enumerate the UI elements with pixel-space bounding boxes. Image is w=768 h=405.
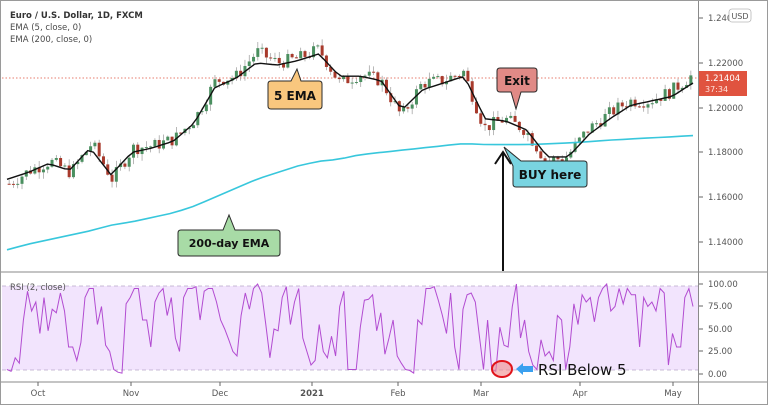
time-label: 2021 bbox=[300, 389, 324, 399]
currency-label: USD bbox=[731, 12, 748, 21]
rsi-tick: 50.00 bbox=[708, 325, 732, 335]
ema5-line[interactable] bbox=[6, 53, 694, 180]
callout-200-ema: 200-day EMA bbox=[177, 213, 281, 257]
buy-arrow-icon bbox=[494, 150, 512, 271]
rsi-label: RSI (2, close) bbox=[10, 283, 66, 293]
price-tick: 1.22000 bbox=[708, 59, 743, 69]
time-label: Mar bbox=[473, 389, 490, 399]
time-label: Apr bbox=[573, 389, 588, 399]
callout-buy-text: BUY here bbox=[519, 168, 582, 182]
callout-5-ema: 5 EMA bbox=[267, 67, 323, 110]
price-tick: 1.18000 bbox=[708, 148, 743, 158]
callout-5-ema-text: 5 EMA bbox=[274, 89, 317, 103]
last-price-badge: 1.21404 37:34 bbox=[699, 71, 747, 96]
rsi-axis[interactable]: 100.00 75.00 50.00 25.00 0.00 bbox=[699, 280, 738, 380]
symbol-title[interactable]: Euro / U.S. Dollar, 1D, FXCM bbox=[10, 11, 143, 21]
currency-badge[interactable]: USD bbox=[728, 8, 752, 23]
price-tick: 1.16000 bbox=[708, 193, 743, 203]
bar-countdown: 37:34 bbox=[705, 85, 728, 94]
ema200-line[interactable] bbox=[6, 134, 694, 251]
time-axis[interactable]: Oct Nov Dec 2021 Feb Mar Apr May bbox=[31, 382, 682, 399]
time-label: Nov bbox=[123, 389, 140, 399]
legend-ema5[interactable]: EMA (5, close, 0) bbox=[10, 23, 82, 33]
rsi-tick: 75.00 bbox=[708, 302, 732, 312]
callout-buy: BUY here bbox=[503, 146, 588, 188]
candlestick-series[interactable] bbox=[7, 39, 693, 190]
rsi-below-5-text: RSI Below 5 bbox=[538, 361, 627, 379]
last-price-value: 1.21404 bbox=[705, 74, 740, 84]
rsi-tick: 0.00 bbox=[708, 370, 727, 380]
time-label: May bbox=[664, 389, 682, 399]
rsi-line[interactable] bbox=[6, 282, 694, 374]
price-tick-top: 1.24000 bbox=[708, 14, 743, 24]
price-axis[interactable]: 1.24000 1.22000 1.20000 1.18000 1.16000 … bbox=[699, 14, 743, 248]
rsi-tick: 25.00 bbox=[708, 347, 732, 357]
time-label: Oct bbox=[31, 389, 46, 399]
price-tick: 1.20000 bbox=[708, 104, 743, 114]
rsi-band bbox=[2, 286, 698, 370]
legend-ema200[interactable]: EMA (200, close, 0) bbox=[10, 35, 93, 45]
rsi-below-5-marker: RSI Below 5 bbox=[491, 360, 627, 379]
callout-exit-text: Exit bbox=[504, 74, 530, 88]
callout-200-ema-text: 200-day EMA bbox=[189, 237, 270, 250]
callout-exit: Exit bbox=[496, 67, 538, 111]
arrow-left-icon bbox=[516, 363, 533, 375]
time-label: Feb bbox=[390, 389, 405, 399]
price-tick: 1.14000 bbox=[708, 238, 743, 248]
time-label: Dec bbox=[212, 389, 229, 399]
chart-legend[interactable]: Euro / U.S. Dollar, 1D, FXCM EMA (5, clo… bbox=[10, 10, 143, 46]
rsi-tick: 100.00 bbox=[708, 280, 738, 290]
